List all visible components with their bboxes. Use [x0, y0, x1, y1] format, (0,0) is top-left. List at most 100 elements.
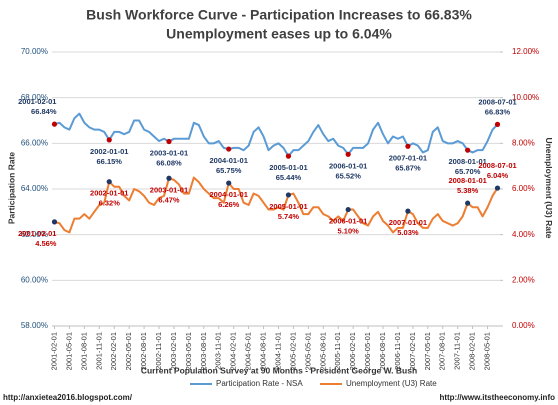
annotation-date: 2005-01-01 — [269, 163, 307, 172]
x-tick-label: 2007-11-01 — [453, 332, 462, 370]
annotation-date: 2008-01-01 — [448, 157, 486, 166]
y2-tick-label: 10.00% — [512, 93, 539, 102]
annotation-date: 2006-01-01 — [329, 217, 367, 226]
annotation-value: 65.75% — [216, 166, 242, 175]
y-tick-label: 68.00% — [21, 93, 48, 102]
annotation-value: 65.70% — [455, 167, 481, 176]
annotation-date: 2008-07-01 — [478, 97, 516, 106]
y2-tick-label: 0.00% — [512, 321, 535, 330]
annotation-value: 5.38% — [457, 186, 479, 195]
highlight-point — [226, 180, 232, 186]
highlight-point — [106, 179, 112, 185]
annotation-date: 2001-02-01 — [18, 229, 56, 238]
legend-label: Participation Rate - NSA — [216, 379, 303, 388]
annotation-value: 5.74% — [278, 212, 300, 221]
chart-subtitle: Unemployment eases up to 6.04% — [166, 26, 392, 42]
x-tick-label: 2003-02-01 — [169, 332, 178, 370]
y-axis-title: Participation Rate — [6, 152, 16, 225]
x-tick-label: 2005-02-01 — [288, 332, 297, 370]
chart-title: Bush Workforce Curve - Participation Inc… — [86, 7, 472, 23]
y-tick-label: 70.00% — [21, 47, 48, 56]
x-tick-label: 2008-02-01 — [468, 332, 477, 370]
highlight-point — [405, 208, 411, 214]
annotation-value: 66.84% — [31, 107, 57, 116]
series-line — [54, 176, 499, 234]
x-tick-label: 2006-02-01 — [348, 332, 357, 370]
x-tick-label: 2006-05-01 — [363, 332, 372, 370]
highlight-point — [465, 200, 471, 206]
annotation-value: 66.08% — [156, 158, 182, 167]
x-tick-label: 2003-11-01 — [214, 332, 223, 370]
y-tick-label: 64.00% — [21, 184, 48, 193]
annotation-date: 2002-01-01 — [90, 189, 128, 198]
highlight-point — [166, 175, 172, 181]
highlight-point — [226, 146, 232, 152]
annotation-date: 2001-02-01 — [18, 97, 56, 106]
annotation-value: 66.83% — [485, 107, 511, 116]
annotation-value: 65.87% — [395, 163, 421, 172]
annotation-date: 2004-01-01 — [210, 190, 248, 199]
highlight-point — [285, 192, 292, 198]
annotation-value: 6.26% — [218, 200, 240, 209]
footer-left: http://anxietea2016.blogspot.com/ — [3, 393, 133, 402]
series-line — [54, 112, 499, 158]
highlight-point — [494, 185, 501, 191]
annotation-value: 6.47% — [158, 195, 180, 204]
x-tick-label: 2004-05-01 — [244, 332, 253, 370]
highlight-point — [106, 137, 112, 143]
x-tick-label: 2004-11-01 — [273, 332, 282, 370]
legend-label: Unemployment (U3) Rate — [346, 379, 437, 388]
x-tick-label: 2003-05-01 — [184, 332, 193, 370]
y-tick-label: 60.00% — [21, 275, 48, 284]
y2-tick-label: 8.00% — [512, 138, 535, 147]
y-tick-label: 66.00% — [21, 138, 48, 147]
highlight-point — [285, 153, 292, 159]
y2-tick-label: 12.00% — [512, 47, 539, 56]
highlight-point — [345, 206, 351, 213]
annotation-date: 2006-01-01 — [329, 161, 367, 170]
annotation-value: 66.15% — [97, 157, 123, 166]
x-tick-label: 2001-05-01 — [64, 332, 73, 370]
y2-axis-title: Unemployment (U3) Rate — [544, 137, 554, 238]
x-tick-label: 2006-11-01 — [393, 332, 402, 370]
annotation-value: 65.44% — [276, 173, 302, 182]
x-tick-label: 2007-08-01 — [438, 332, 447, 370]
x-tick-label: 2002-11-01 — [154, 332, 163, 370]
x-tick-label: 2005-08-01 — [318, 332, 327, 370]
annotation-date: 2002-01-01 — [90, 147, 128, 156]
x-tick-label: 2007-02-01 — [408, 332, 417, 370]
highlight-point — [51, 219, 58, 225]
annotation-value: 4.56% — [35, 239, 57, 248]
footer-right: http://www.itstheeconomy.info — [439, 393, 555, 402]
y-tick-label: 62.00% — [21, 230, 48, 239]
annotation-value: 6.32% — [99, 199, 121, 208]
x-tick-label: 2001-11-01 — [94, 332, 103, 370]
x-tick-label: 2005-05-01 — [303, 332, 312, 370]
x-tick-label: 2008-05-01 — [483, 332, 492, 370]
x-tick-label: 2002-05-01 — [124, 332, 133, 370]
highlight-point — [51, 121, 58, 127]
x-tick-label: 2002-08-01 — [139, 332, 148, 370]
annotation-date: 2004-01-01 — [210, 156, 248, 165]
x-tick-label: 2004-08-01 — [259, 332, 268, 370]
y2-tick-label: 2.00% — [512, 275, 535, 284]
highlight-point — [465, 147, 471, 153]
x-tick-label: 2007-05-01 — [423, 332, 432, 370]
x-tick-label: 2001-02-01 — [49, 332, 58, 370]
annotation-date: 2008-07-01 — [478, 161, 516, 170]
x-tick-label: 2005-11-01 — [333, 332, 342, 370]
highlight-point — [405, 143, 411, 149]
annotation-value: 5.10% — [338, 227, 360, 236]
annotation-value: 5.03% — [397, 228, 419, 237]
highlight-point — [345, 151, 351, 157]
y2-tick-label: 4.00% — [512, 230, 535, 239]
highlight-point — [166, 138, 172, 145]
annotation-date: 2003-01-01 — [150, 148, 188, 157]
x-tick-label: 2006-08-01 — [378, 332, 387, 370]
annotation-date: 2003-01-01 — [150, 185, 188, 194]
annotation-date: 2007-01-01 — [389, 153, 427, 162]
annotation-date: 2007-01-01 — [389, 218, 427, 227]
x-tick-label: 2001-08-01 — [79, 332, 88, 370]
annotation-value: 65.52% — [335, 171, 361, 180]
